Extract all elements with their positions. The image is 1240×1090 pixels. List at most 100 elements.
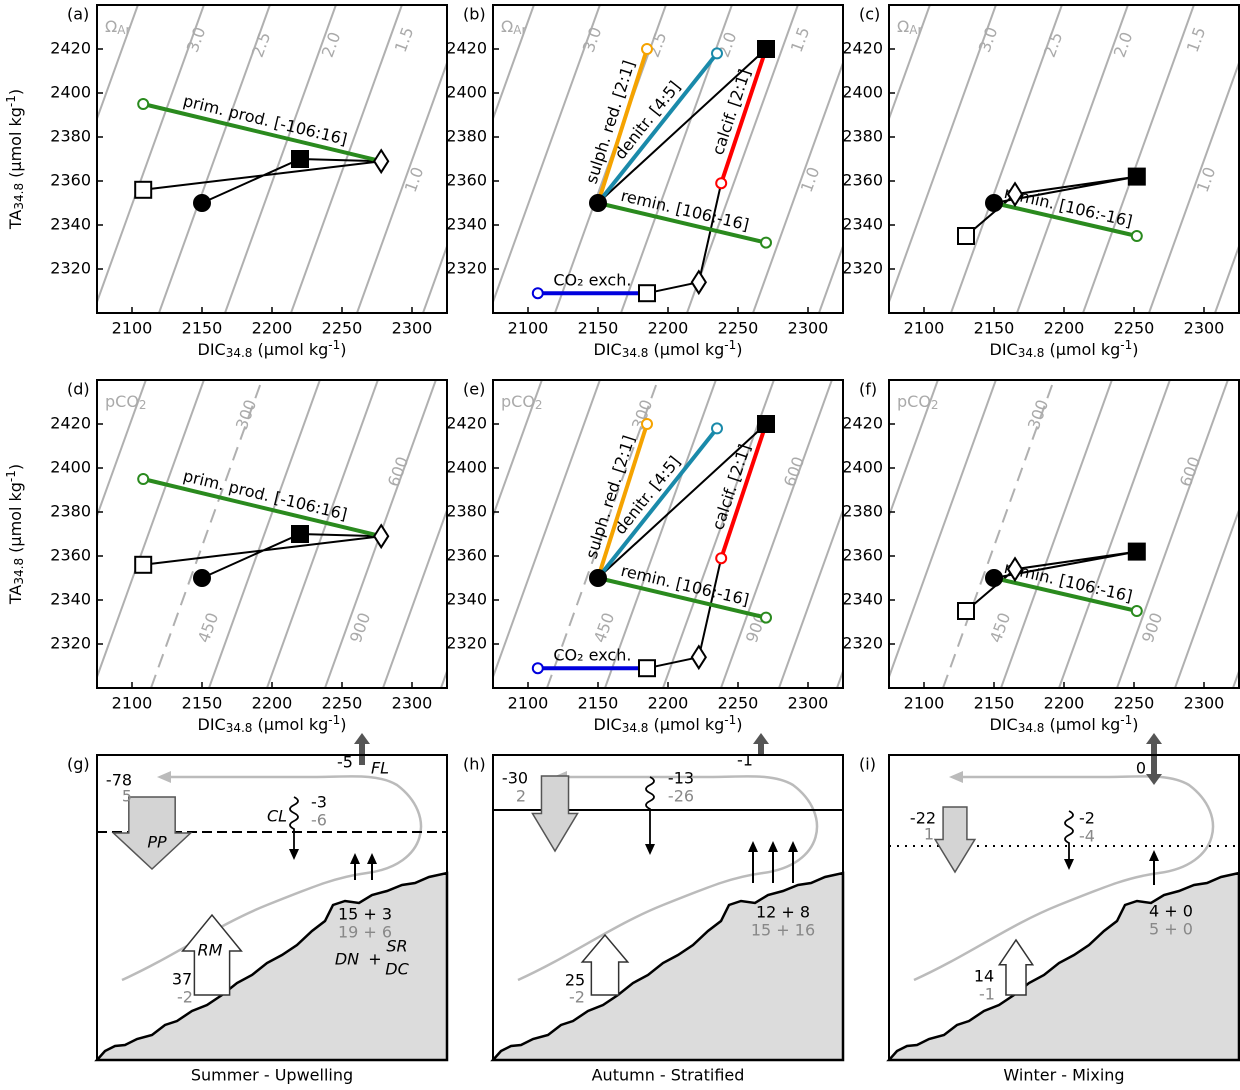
isoline-title: ΩAr [897, 17, 922, 38]
y-axis-label: TA34.8 (µmol kg-1) [4, 89, 26, 230]
process-label: SR [386, 937, 407, 956]
y-tick-label: 2400 [842, 83, 883, 102]
sediment-head [788, 841, 798, 852]
x-axis-label-part: -1 [1120, 338, 1132, 352]
vector-end [715, 177, 728, 190]
isoline-label: 1.5 [1183, 24, 1210, 54]
sediment-value-gray: 5 + 0 [1149, 920, 1193, 939]
isoline-label: 300 [232, 397, 260, 432]
y-tick-label: 2400 [50, 458, 91, 477]
vector-end [531, 287, 544, 300]
trajectory [143, 532, 382, 579]
cl-value-gray: -26 [668, 787, 694, 806]
x-axis-label: DIC34.8 (µmol kg-1) [594, 713, 743, 735]
rm-value-gray: -2 [569, 988, 585, 1007]
isoline [493, 380, 601, 680]
y-tick-label: 2340 [446, 590, 487, 609]
circulation-head [949, 771, 963, 783]
y-axis-label-part: -1 [4, 95, 18, 107]
rm-value: 37 [172, 970, 192, 989]
isoline [1174, 507, 1239, 688]
x-tick-label: 2150 [974, 694, 1015, 713]
vector-label: calcif. [2:1] [708, 442, 754, 533]
cl-squiggle [289, 796, 299, 852]
x-axis-label-part: 34.8 [226, 721, 253, 735]
process-label: RM [198, 941, 223, 960]
marker [1127, 167, 1146, 186]
x-axis-label-part: DIC [198, 340, 226, 359]
cl-value-gray: -6 [311, 811, 327, 830]
marker [193, 569, 211, 587]
pp-value: -30 [502, 769, 528, 788]
marker [373, 148, 390, 175]
x-tick-label: 2300 [1184, 319, 1225, 338]
y-tick-label: 2320 [842, 259, 883, 278]
x-axis-label-part: ) [1132, 715, 1138, 734]
process-vector [993, 201, 1138, 238]
isoline-title: pCO2 [105, 392, 147, 413]
pp-value-gray: 2 [516, 787, 526, 806]
isoline [1214, 243, 1239, 313]
rm-arrow [181, 913, 243, 996]
x-axis-label-part: 34.8 [622, 346, 649, 360]
y-tick-label: 2320 [446, 634, 487, 653]
x-tick-label: 2250 [1114, 319, 1155, 338]
x-tick-label: 2250 [322, 319, 363, 338]
y-axis-label-part: (µmol kg [6, 107, 25, 183]
marker [1006, 556, 1024, 583]
pp-value: -22 [910, 809, 936, 828]
x-axis-label-part: DIC [198, 715, 226, 734]
process-vector [719, 423, 768, 559]
marker [589, 569, 607, 587]
vector-end [715, 552, 728, 565]
isoline [950, 5, 1063, 313]
vector-label: remin. [106:-16] [619, 561, 751, 610]
cl-squiggle [1064, 810, 1074, 862]
process-vector [597, 576, 767, 620]
x-tick-label: 2100 [508, 319, 549, 338]
isoline-title: ΩAr [105, 17, 130, 38]
y-tick-label: 2400 [842, 458, 883, 477]
process-vector [142, 477, 382, 539]
rm-value: 14 [974, 967, 994, 986]
isoline-label: 2.5 [248, 29, 275, 59]
x-axis-label: DIC34.8 (µmol kg-1) [198, 338, 347, 360]
process-label: PP [147, 833, 167, 852]
y-tick-label: 2420 [446, 414, 487, 433]
isoline-title-part: Ar [513, 23, 526, 37]
marker [957, 602, 975, 620]
marker [690, 644, 707, 671]
x-axis-label: DIC34.8 (µmol kg-1) [594, 338, 743, 360]
vector-end [531, 662, 544, 675]
process-vector [719, 48, 768, 184]
x-tick-label: 2200 [648, 694, 689, 713]
y-tick-label: 2360 [50, 546, 91, 565]
pp-value: -78 [106, 771, 132, 790]
marker [291, 150, 309, 168]
vector-end [641, 43, 653, 55]
isoline-label: 600 [384, 454, 412, 489]
x-axis-label-part: ) [1132, 340, 1138, 359]
isoline [818, 243, 843, 313]
y-axis-label: TA34.8 (µmol kg-1) [4, 464, 26, 605]
isoline [1148, 60, 1239, 313]
y-tick-label: 2320 [842, 634, 883, 653]
y-tick-label: 2340 [842, 215, 883, 234]
x-tick-label: 2100 [112, 319, 153, 338]
panel-label: (d) [67, 380, 90, 399]
x-axis-label: DIC34.8 (µmol kg-1) [990, 713, 1139, 735]
process-label: CL [267, 807, 287, 826]
process-label: FL [371, 759, 389, 778]
marker [757, 40, 775, 58]
seafloor [94, 871, 449, 1062]
marker [638, 284, 656, 303]
panel-label: (c) [859, 5, 880, 24]
air-sea-value: 0 [1136, 759, 1146, 778]
x-axis-label-part: 34.8 [1018, 721, 1045, 735]
x-tick-label: 2300 [392, 694, 433, 713]
x-tick-label: 2150 [578, 319, 619, 338]
isoline-label: 2.0 [318, 29, 345, 59]
sediment-head [768, 841, 778, 852]
sediment-head [367, 853, 377, 864]
